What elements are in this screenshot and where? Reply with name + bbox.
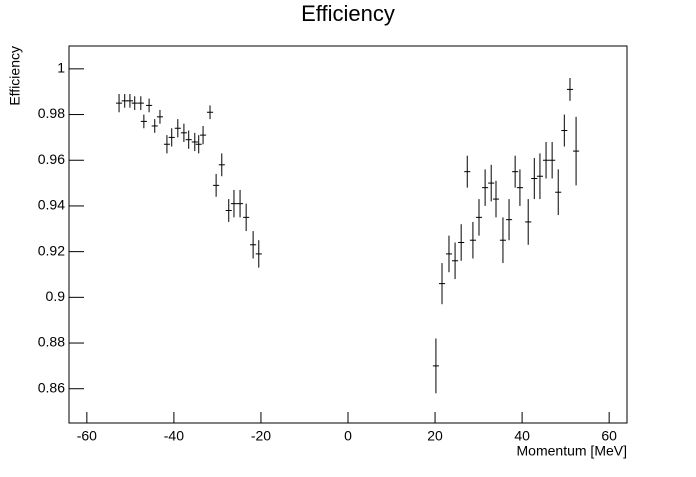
- x-tick-label: 40: [514, 428, 530, 444]
- x-tick-label: 20: [427, 428, 443, 444]
- chart-title: Efficiency: [301, 1, 395, 26]
- x-tick-label: 0: [344, 428, 352, 444]
- plot-frame: [68, 45, 628, 424]
- x-tick-label: -60: [77, 428, 97, 444]
- y-tick-label: 0.96: [38, 151, 65, 167]
- y-tick-label: 0.86: [38, 379, 65, 395]
- y-tick-label: 0.88: [38, 334, 65, 350]
- x-tick-label: 60: [601, 428, 617, 444]
- y-axis-label: Efficiency: [7, 46, 23, 106]
- y-tick-label: 0.9: [46, 288, 66, 304]
- x-tick-label: -40: [164, 428, 184, 444]
- x-axis-label: Momentum [MeV]: [517, 443, 627, 459]
- x-tick-label: -20: [251, 428, 271, 444]
- y-tick-label: 0.94: [38, 197, 65, 213]
- y-tick-label: 0.92: [38, 242, 65, 258]
- y-tick-label: 0.98: [38, 105, 65, 121]
- y-tick-label: 1: [57, 60, 65, 76]
